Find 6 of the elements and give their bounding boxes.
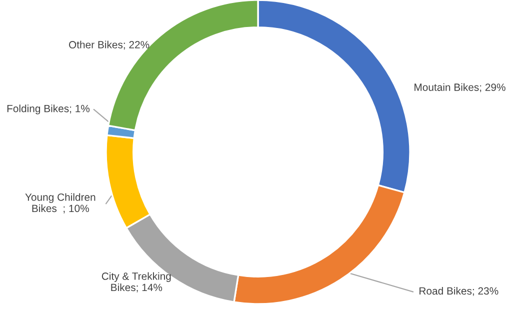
slice-label: City & Trekking Bikes; 14%	[102, 272, 171, 292]
slice-label: Young Children Bikes ; 10%	[25, 193, 96, 214]
slice-label: Road Bikes; 23%	[420, 286, 498, 296]
slice-label: Moutain Bikes; 29%	[414, 83, 506, 92]
slice-label: Folding Bikes; 1%	[7, 104, 90, 114]
slice-label: Other Bikes; 22%	[69, 40, 150, 50]
